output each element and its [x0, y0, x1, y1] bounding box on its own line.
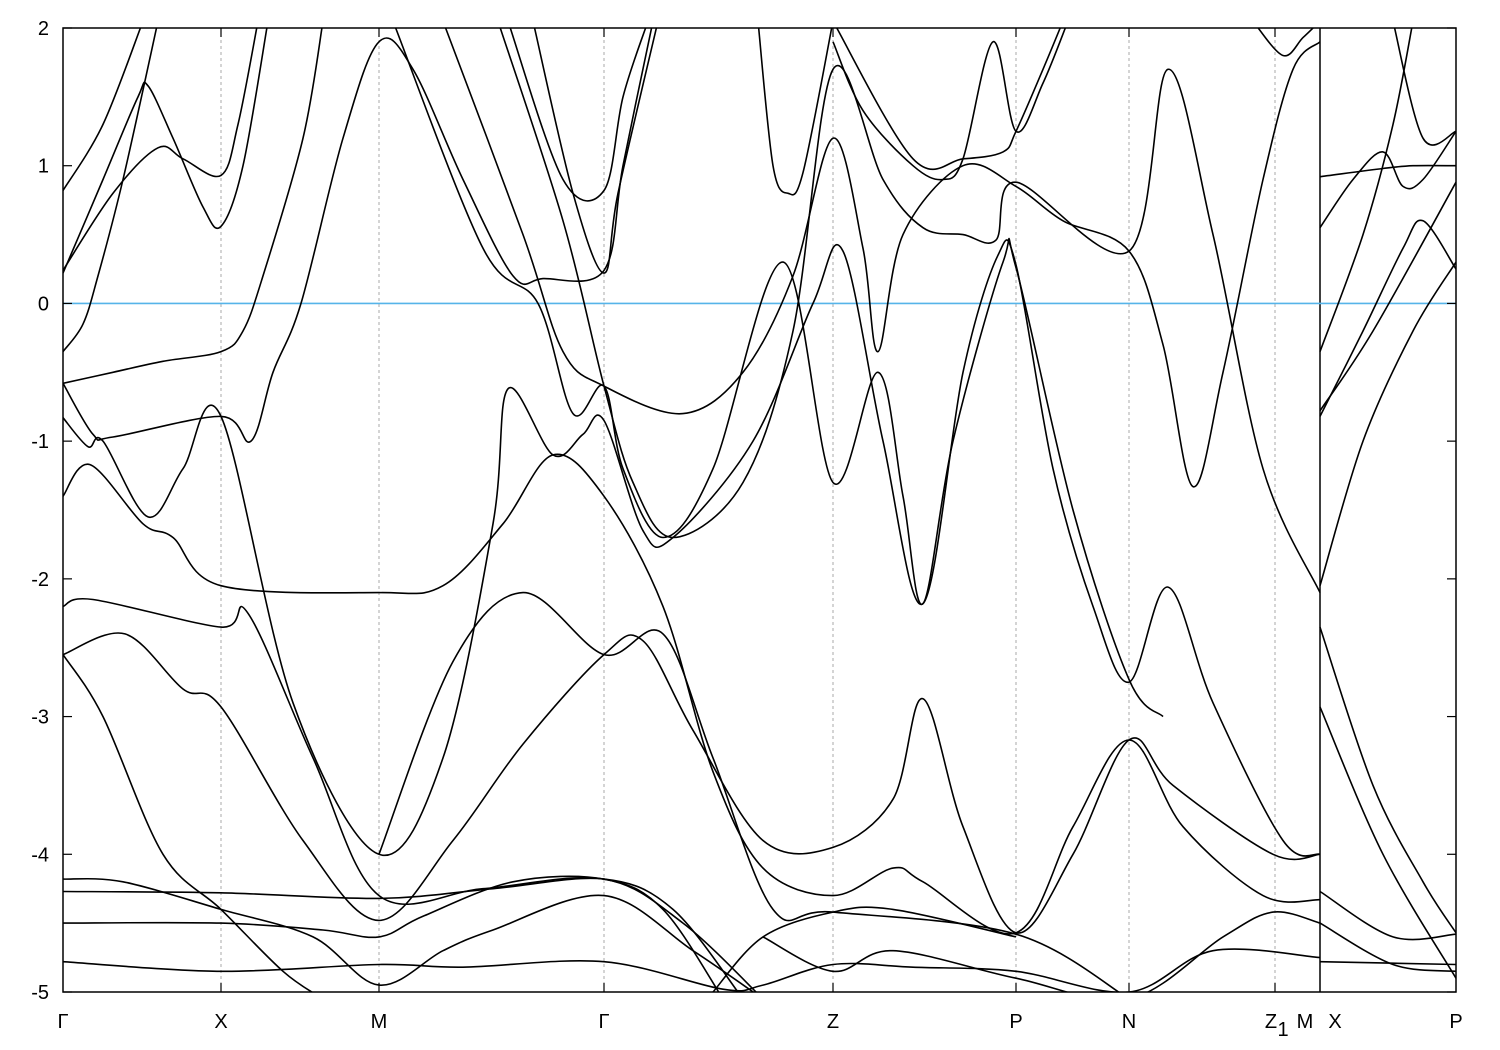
plot-frame [62, 27, 1457, 993]
y-tick-label: -2 [31, 569, 49, 591]
kpoint-lines [220, 28, 1321, 992]
band-line [1319, 219, 1456, 417]
band-line [63, 28, 258, 271]
bands [63, 28, 1456, 992]
x-tick-label: Γ [57, 1011, 68, 1033]
band-line [63, 597, 758, 992]
band-line [63, 453, 1321, 935]
band-line [1319, 164, 1456, 178]
band-line [1319, 181, 1456, 412]
band-line [1393, 28, 1456, 146]
band-line [444, 28, 1321, 488]
band-line [832, 28, 1067, 181]
x-tick-label: M [1297, 1011, 1314, 1033]
band-line [63, 654, 314, 992]
band-line [1257, 28, 1315, 57]
band-line [394, 28, 1164, 718]
x-tick-label: Z [1265, 1011, 1277, 1033]
y-tick-label: -1 [31, 431, 49, 453]
x-tick-label: X [214, 1011, 227, 1033]
band-line [63, 875, 720, 992]
band-line [1319, 890, 1456, 941]
x-tick-label-subscript: 1 [1277, 1019, 1288, 1041]
band-line [1319, 626, 1456, 934]
y-tick-label: 0 [38, 293, 49, 315]
y-tick-label: -5 [31, 982, 49, 1004]
band-line [378, 591, 1120, 992]
band-line [499, 28, 1321, 593]
band-line [835, 28, 1062, 171]
y-tick-label: -3 [31, 707, 49, 729]
band-line [1319, 261, 1456, 586]
x-tick-label: M [371, 1011, 388, 1033]
y-tick-label: 2 [38, 18, 49, 40]
band-line [1319, 130, 1456, 229]
band-line [509, 28, 647, 202]
band-line [63, 877, 739, 992]
band-line [63, 877, 755, 992]
band-line [63, 28, 323, 385]
x-tick-label: P [1449, 1011, 1462, 1033]
x-tick-label: N [1122, 1011, 1136, 1033]
y-tick-label: -4 [31, 844, 49, 866]
band-line [757, 28, 833, 196]
band-line [1319, 28, 1413, 352]
band-line [1319, 706, 1456, 979]
band-line [63, 28, 158, 353]
y-axis: 2 1 0 -1 -2 -3 -4 -5 [31, 18, 1456, 1004]
band-line [63, 632, 1321, 934]
x-tick-label: X [1328, 1011, 1341, 1033]
band-line [1319, 922, 1456, 973]
band-line [533, 28, 658, 274]
x-tick-label: Z [827, 1011, 839, 1033]
y-tick-label: 1 [38, 156, 49, 178]
x-tick-label: Γ [598, 1011, 609, 1033]
band-line [1319, 960, 1456, 966]
band-line [63, 28, 142, 191]
band-line [762, 911, 1321, 992]
band-line [712, 906, 1017, 992]
band-line [63, 28, 268, 274]
x-tick-label: P [1009, 1011, 1022, 1033]
band-line [63, 239, 1321, 857]
band-line [63, 28, 653, 444]
band-line [63, 948, 1321, 992]
